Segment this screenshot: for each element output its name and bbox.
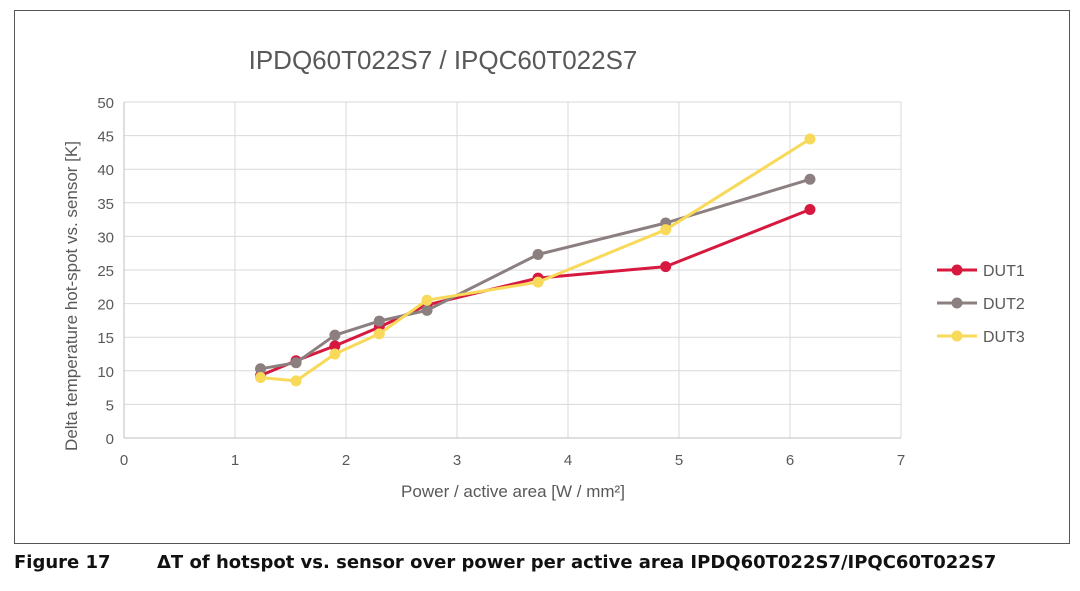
data-point	[532, 276, 544, 288]
grid-lines	[124, 101, 902, 438]
data-point	[373, 328, 385, 340]
y-tick-label: 5	[106, 397, 114, 414]
data-point	[373, 315, 385, 327]
y-tick-label: 25	[97, 263, 114, 280]
data-point	[255, 372, 267, 384]
x-tick-label: 3	[453, 452, 461, 469]
data-point	[290, 357, 302, 369]
legend-swatch-marker	[951, 330, 963, 342]
data-point	[290, 375, 302, 387]
x-tick-label: 7	[897, 452, 905, 469]
chart-title: IPDQ60T022S7 / IPQC60T022S7	[249, 45, 638, 75]
y-tick-label: 20	[97, 297, 114, 314]
data-point	[804, 204, 816, 216]
x-tick-label: 4	[564, 452, 572, 469]
x-tick-label: 5	[675, 452, 683, 469]
y-tick-label: 45	[97, 129, 114, 146]
x-tick-label: 0	[120, 452, 128, 469]
legend-label: DUT1	[983, 263, 1025, 280]
data-point	[329, 329, 341, 341]
data-point	[660, 261, 672, 273]
data-point	[329, 348, 341, 360]
series-dut3	[255, 133, 816, 387]
y-tick-label: 30	[97, 229, 114, 246]
x-tick-label: 2	[342, 452, 350, 469]
data-point	[660, 224, 672, 236]
legend-swatch-marker	[951, 297, 963, 309]
series-line	[260, 137, 811, 383]
data-point	[329, 340, 341, 352]
chart-frame: 0 5 10 15 20 25 30 35 40 45 50 0 1 2 3 4 5 6 7 IPDQ60T022S…	[14, 10, 1070, 544]
y-tick-label: 35	[97, 196, 114, 213]
data-point	[255, 363, 267, 375]
y-tick-label: 10	[97, 364, 114, 381]
legend-label: DUT2	[983, 296, 1025, 313]
x-axis-label: Power / active area [W / mm²]	[401, 482, 625, 501]
y-tick-label: 15	[97, 330, 114, 347]
x-tick-label: 6	[786, 452, 794, 469]
figure-caption: Figure 17 ΔT of hotspot vs. sensor over p…	[14, 552, 996, 573]
caption-text: ΔT of hotspot vs. sensor over power per …	[157, 552, 997, 573]
legend: DUT1 DUT2 DUT3	[937, 263, 1025, 346]
data-point	[804, 173, 816, 185]
y-tick-label: 50	[97, 95, 114, 112]
legend-item: DUT3	[937, 329, 1025, 346]
series-layer	[255, 133, 816, 387]
data-point	[421, 304, 433, 316]
legend-item: DUT1	[937, 263, 1025, 280]
data-point	[804, 133, 816, 145]
x-tick-label: 1	[231, 452, 239, 469]
legend-swatch-marker	[951, 264, 963, 276]
y-axis-label: Delta temperature hot-spot vs. sensor [K…	[62, 141, 81, 451]
legend-label: DUT3	[983, 329, 1025, 346]
data-point	[421, 294, 433, 306]
y-tick-label: 0	[106, 431, 114, 448]
data-point	[532, 249, 544, 261]
y-tick-label: 40	[97, 162, 114, 179]
legend-item: DUT2	[937, 296, 1025, 313]
figure-label: Figure 17	[14, 552, 111, 573]
